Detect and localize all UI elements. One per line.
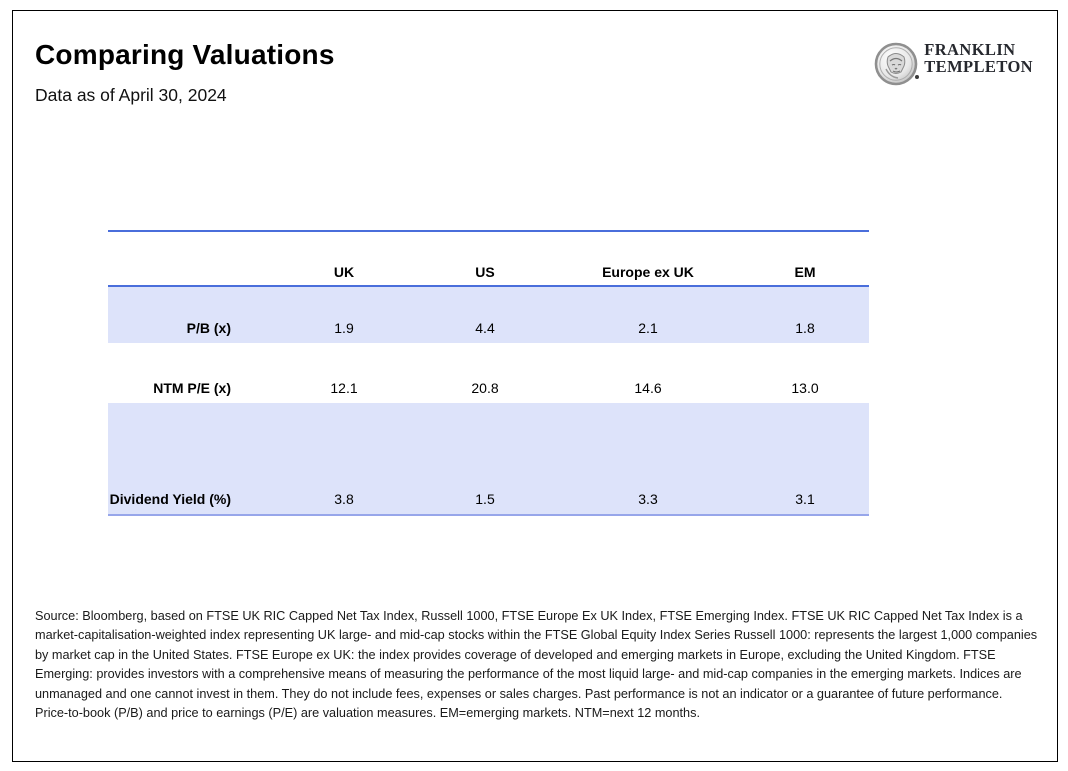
row-label: Dividend Yield (%)	[109, 491, 231, 507]
franklin-templeton-logo: FRANKLIN TEMPLETON	[874, 39, 1033, 89]
slide-frame: Comparing Valuations Data as of April 30…	[12, 10, 1058, 762]
page-title: Comparing Valuations	[35, 39, 335, 70]
cell-value: 20.8	[471, 380, 499, 396]
logo-line-franklin: FRANKLIN	[924, 40, 1016, 59]
table-row-ntm-pe: NTM P/E (x) 12.1 20.8 14.6 13.0	[108, 343, 869, 403]
cell-value: 1.5	[475, 491, 495, 507]
logo-wordmark: FRANKLIN TEMPLETON	[924, 41, 1033, 75]
column-header-uk: UK	[333, 264, 355, 280]
cell-value: 14.6	[634, 380, 662, 396]
cell-value: 3.8	[334, 491, 354, 507]
valuations-table: UK US Europe ex UK EM P/B (x) 1.9 4.4 2.…	[108, 230, 869, 516]
cell-value: 3.3	[638, 491, 658, 507]
column-header-us: US	[475, 264, 495, 280]
cell-value: 2.1	[638, 320, 658, 336]
source-disclaimer-text: Source: Bloomberg, based on FTSE UK RIC …	[35, 609, 1038, 721]
column-header-europe-ex-uk: Europe ex UK	[602, 264, 694, 280]
table-row-pb: P/B (x) 1.9 4.4 2.1 1.8	[108, 286, 869, 343]
cell-value: 12.1	[330, 380, 358, 396]
logo-line-templeton: TEMPLETON	[924, 57, 1033, 76]
cell-value: 1.9	[334, 320, 354, 336]
metric-column-header	[108, 231, 273, 286]
cell-value: 4.4	[475, 320, 495, 336]
franklin-medallion-icon	[874, 41, 920, 89]
column-header-em: EM	[794, 264, 816, 280]
row-label: P/B (x)	[186, 320, 231, 336]
table-row-dividend-yield: Dividend Yield (%) 3.8 1.5 3.3 3.1	[108, 403, 869, 515]
cell-value: 1.8	[795, 320, 815, 336]
cell-value: 13.0	[791, 380, 819, 396]
data-as-of-date: Data as of April 30, 2024	[35, 85, 227, 105]
row-label: NTM P/E (x)	[153, 380, 231, 396]
cell-value: 3.1	[795, 491, 815, 507]
table-header-row: UK US Europe ex UK EM	[108, 231, 869, 286]
